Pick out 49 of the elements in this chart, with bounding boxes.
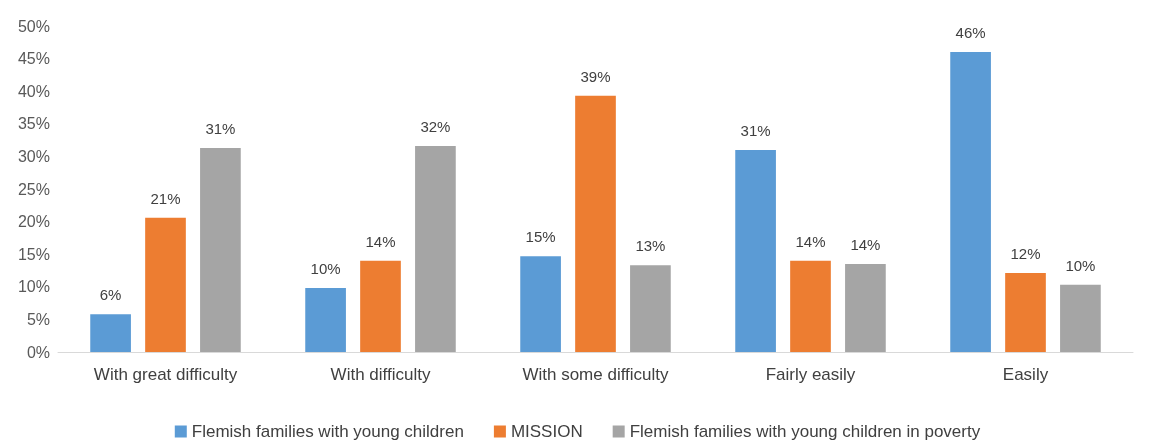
bar	[520, 256, 561, 352]
data-label: 32%	[420, 117, 451, 135]
data-label: 39%	[580, 67, 611, 85]
y-tick-label: 0%	[26, 343, 50, 361]
data-label: 46%	[955, 24, 986, 42]
data-label: 10%	[1065, 256, 1096, 274]
data-label: 31%	[205, 119, 236, 137]
bar	[90, 314, 131, 352]
bar	[735, 149, 776, 352]
bar	[630, 265, 671, 352]
bar	[1005, 273, 1046, 352]
y-tick-label: 25%	[17, 180, 50, 198]
y-tick-label: 5%	[26, 310, 50, 328]
data-label: 6%	[99, 286, 122, 304]
y-tick-label: 45%	[17, 50, 50, 68]
x-tick-label: Fairly easily	[765, 365, 856, 384]
bar	[200, 147, 241, 352]
y-tick-label: 20%	[17, 213, 50, 231]
data-label: 14%	[850, 235, 881, 253]
legend-label: Flemish families with young children in poverty	[629, 422, 981, 441]
x-tick-label: With great difficulty	[93, 365, 238, 384]
data-label: 31%	[740, 121, 771, 139]
x-tick-label: With some difficulty	[522, 365, 670, 384]
bar	[415, 145, 456, 352]
data-label: 15%	[525, 228, 556, 246]
legend-label: Flemish families with young children	[191, 422, 464, 441]
data-label: 13%	[635, 237, 666, 255]
legend-label: MISSION	[510, 422, 583, 441]
y-tick-label: 10%	[17, 278, 50, 296]
y-tick-label: 50%	[17, 17, 50, 35]
data-label: 21%	[150, 189, 181, 207]
bar	[845, 263, 886, 352]
bar	[950, 52, 991, 352]
data-label: 10%	[310, 260, 341, 278]
y-tick-label: 40%	[17, 82, 50, 100]
data-label: 14%	[365, 232, 396, 250]
bar	[575, 95, 616, 352]
y-tick-label: 35%	[17, 115, 50, 133]
bar	[145, 217, 186, 352]
y-tick-label: 30%	[17, 147, 50, 165]
bar	[1060, 284, 1101, 352]
data-label: 12%	[1010, 245, 1041, 263]
x-tick-label: Easily	[1002, 365, 1049, 384]
bar	[790, 260, 831, 352]
bar	[305, 288, 346, 352]
y-tick-label: 15%	[17, 245, 50, 263]
bar	[360, 260, 401, 352]
x-tick-label: With difficulty	[330, 365, 431, 384]
data-label: 14%	[795, 232, 826, 250]
